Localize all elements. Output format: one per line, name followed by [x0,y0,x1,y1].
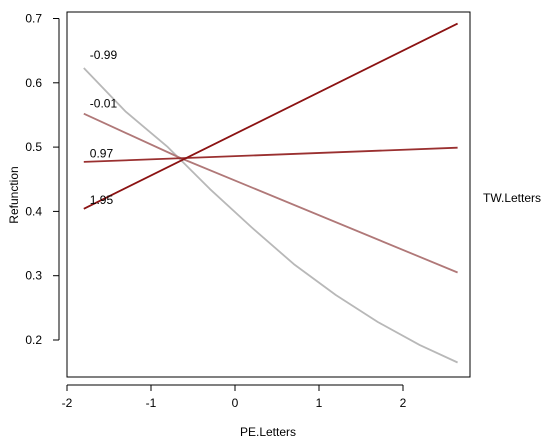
y-tick-label: 0.2 [25,333,42,347]
x-axis-label: PE.Letters [240,425,296,439]
x-axis: -2 -1 0 1 2 [62,384,407,410]
series-label-0: -0.99 [90,48,118,62]
x-tick-label: 0 [232,396,239,410]
plot-frame [66,11,471,378]
y-tick-label: 0.7 [25,12,42,26]
x-tick-label: -1 [146,396,157,410]
y-tick-label: 0.5 [25,140,42,154]
series-label-1: -0.01 [90,96,118,110]
series-line-3 [83,22,458,210]
y-tick-label: 0.4 [25,204,42,218]
x-tick-label: 1 [316,396,323,410]
series-line-1 [83,112,458,274]
series-labels: -0.99 -0.01 0.97 1.95 [90,48,118,207]
y-axis-label: Refunction [7,166,21,223]
series-line-2 [83,146,458,163]
series-label-3: 1.95 [90,193,114,207]
y-tick-label: 0.3 [25,269,42,283]
series-label-2: 0.97 [90,147,114,161]
series-line-0 [83,67,458,364]
y-tick-label: 0.6 [25,76,42,90]
series-lines [83,22,458,364]
x-tick-label: 2 [400,396,407,410]
legend-title: TW.Letters [483,191,541,205]
x-tick-label: -2 [62,396,73,410]
y-axis: 0.2 0.3 0.4 0.5 0.6 0.7 [25,12,60,347]
